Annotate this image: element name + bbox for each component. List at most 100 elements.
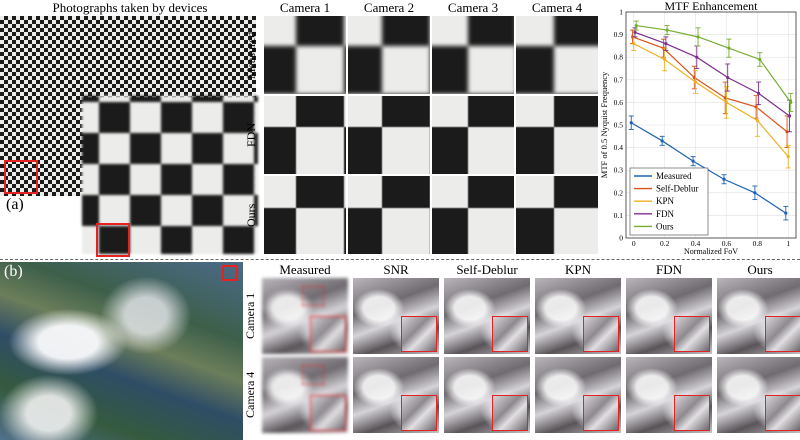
x-tick-label: 0.4 <box>691 239 701 248</box>
method-column-title: FDN <box>655 262 682 277</box>
camera-tile <box>348 16 430 94</box>
checker-pattern <box>516 96 598 174</box>
camera-column-title: Camera 2 <box>363 0 415 15</box>
data-point <box>695 55 699 59</box>
data-point <box>757 91 761 95</box>
zoom-inset <box>401 395 437 431</box>
legend-entry: Ours <box>656 221 674 231</box>
chart-title: MTF Enhancement <box>665 0 759 13</box>
data-point <box>663 57 667 62</box>
data-point <box>726 75 730 80</box>
zoom-inset <box>674 395 710 431</box>
legend-entry: Self-Deblur <box>656 184 699 194</box>
method-column-title: Ours <box>747 262 773 277</box>
aerial-landscape-photo <box>0 262 243 440</box>
zoom-inset <box>765 395 800 431</box>
mtf-chart: MTF Enhancement 0 0.1 0.2 0.3 0.4 0.5 0.6 0.7 0.8… <box>599 0 797 255</box>
camera-row-label: FDN <box>244 123 258 148</box>
legend-entry: KPN <box>656 196 675 206</box>
camera-tile <box>432 16 514 94</box>
camera-tile <box>432 176 514 254</box>
camera-row-label: Ours <box>244 203 258 227</box>
zoom-inset <box>310 395 346 431</box>
data-point <box>629 121 633 125</box>
zoom-inset <box>401 316 437 352</box>
zoom-inset <box>492 316 528 352</box>
data-point <box>727 46 731 50</box>
landscape-tile <box>444 357 530 433</box>
checker-pattern <box>348 16 430 94</box>
checker-pattern <box>264 176 346 254</box>
checker-pattern <box>432 96 514 174</box>
checker-pattern <box>432 16 514 94</box>
y-tick-label: 0.6 <box>614 98 624 107</box>
series-line <box>630 122 787 214</box>
landscape-tile <box>262 357 348 433</box>
zoom-source-box <box>302 365 324 385</box>
method-column-title: Self-Deblur <box>456 262 518 277</box>
x-tick-label: 0.2 <box>660 239 670 248</box>
data-point <box>787 114 792 118</box>
data-point <box>786 155 790 159</box>
series-line <box>634 31 790 117</box>
data-point <box>693 80 698 84</box>
landscape-tile <box>262 278 348 354</box>
camera-column-title: Camera 3 <box>447 0 499 15</box>
panel-b-label: (b) <box>4 263 23 280</box>
checker-pattern <box>516 16 598 94</box>
zoom-inset <box>765 316 800 352</box>
y-tick-label: 0.5 <box>614 121 624 130</box>
y-tick-label: 0.8 <box>614 53 624 62</box>
plot-frame <box>625 11 797 239</box>
y-tick-label: 0.9 <box>614 30 624 39</box>
y-axis-label: MTF of 0.5 Nyquist Frequency <box>599 71 609 178</box>
landscape-tile <box>626 357 712 433</box>
zoom-inset <box>583 395 619 431</box>
data-point <box>724 100 729 104</box>
data-point <box>755 118 759 123</box>
camera-column-title: Camera 4 <box>531 0 583 15</box>
data-point <box>696 35 700 39</box>
camera-row-label: Measured <box>244 31 258 79</box>
checker-pattern <box>348 96 430 174</box>
landscape-tile <box>353 357 439 433</box>
data-point <box>784 211 788 215</box>
checker-pattern <box>348 176 430 254</box>
landscape-tile <box>717 357 800 433</box>
data-point <box>753 191 757 195</box>
camera-column-title: Camera 1 <box>279 0 331 15</box>
landscape-tile <box>444 278 530 354</box>
method-column-title: Measured <box>279 262 331 277</box>
landscape-tile <box>717 278 800 354</box>
landscape-tile <box>626 278 712 354</box>
panel-divider <box>0 259 800 260</box>
landscape-row-label: Camera 4 <box>243 371 257 419</box>
checker-pattern <box>264 16 346 94</box>
method-column-title: SNR <box>383 262 409 277</box>
y-tick-label: 0.7 <box>614 75 624 84</box>
zoom-inset <box>492 395 528 431</box>
data-point <box>634 23 638 28</box>
y-tick-label: 1 <box>619 8 623 17</box>
landscape-zoom-box <box>222 265 238 281</box>
zoom-region-box <box>4 160 38 194</box>
camera-tile <box>264 96 346 174</box>
data-point <box>660 139 664 143</box>
camera-tile <box>264 176 346 254</box>
camera-tile <box>264 16 346 94</box>
landscape-tile <box>535 278 621 354</box>
panel-a-title: Photographs taken by devices <box>52 0 208 15</box>
zoom-inset-box <box>96 223 130 257</box>
camera-tile <box>516 96 598 174</box>
landscape-tile <box>353 278 439 354</box>
landscape-tile <box>535 357 621 433</box>
zoom-inset <box>583 316 619 352</box>
y-tick-label: 0.2 <box>614 188 624 197</box>
x-axis-label: Normalized FoV <box>684 247 738 255</box>
data-point <box>632 42 636 46</box>
checker-pattern <box>432 176 514 254</box>
data-point <box>664 42 668 46</box>
data-point <box>789 100 793 104</box>
x-tick-label: 1 <box>786 239 790 248</box>
data-point <box>633 30 637 34</box>
